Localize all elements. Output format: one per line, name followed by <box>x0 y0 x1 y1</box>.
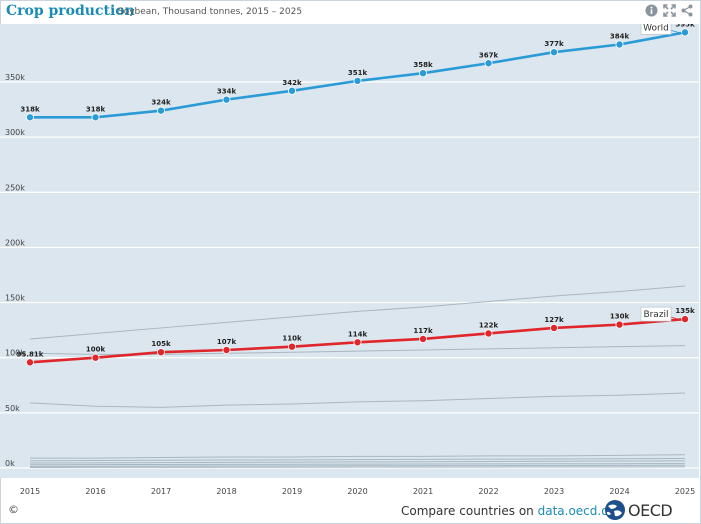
oecd-logo-text: OECD <box>628 500 673 520</box>
x-tick-label: 2022 <box>478 487 498 496</box>
y-tick-label: 0k <box>5 459 15 468</box>
data-label: 114k <box>348 330 368 338</box>
data-label: 95.81k <box>17 350 44 358</box>
x-tick-label: 2016 <box>85 487 105 496</box>
data-point <box>615 40 624 49</box>
data-label: 318k <box>86 105 106 113</box>
y-tick-label: 250k <box>5 183 25 192</box>
data-point <box>156 106 165 115</box>
chart-subtitle: Soybean, Thousand tonnes, 2015 – 2025 <box>118 7 303 17</box>
data-label: 367k <box>479 51 499 59</box>
x-tick-label: 2018 <box>216 487 236 496</box>
series-tag-world: World <box>643 24 669 33</box>
data-point <box>615 320 624 329</box>
data-point <box>484 329 493 338</box>
data-point <box>418 69 427 78</box>
compare-prefix: Compare countries on <box>401 504 538 518</box>
y-tick-label: 150k <box>5 294 25 303</box>
data-label: 105k <box>151 340 171 348</box>
series-tag-leader <box>670 29 683 34</box>
data-point <box>353 338 362 347</box>
data-label: 384k <box>610 33 630 41</box>
copyright-text: © <box>8 503 19 516</box>
x-tick-label: 2020 <box>347 487 367 496</box>
data-label: 324k <box>151 99 171 107</box>
data-label: 318k <box>20 105 40 113</box>
data-point <box>550 323 559 332</box>
info-icon[interactable] <box>645 4 658 17</box>
data-oecd-link[interactable]: data.oecd.org <box>537 504 621 518</box>
x-tick-label: 2017 <box>151 487 171 496</box>
data-point <box>681 315 690 324</box>
y-tick-label: 300k <box>5 128 25 137</box>
x-tick-label: 2021 <box>413 487 433 496</box>
data-label: 110k <box>282 335 302 343</box>
line-chart: 0k 50k 100k 150k 200k 250k 300k 350k 2015 2016 201… <box>0 24 699 496</box>
context-series-line <box>29 463 686 466</box>
data-label: 395k <box>675 24 695 28</box>
x-tick-label: 2025 <box>675 487 695 496</box>
series-tag-box <box>640 24 672 35</box>
header-toolbar <box>645 4 693 17</box>
series-tag-brazil: Brazil <box>643 310 668 320</box>
data-point <box>418 334 427 343</box>
x-tick-label: 2015 <box>20 487 40 496</box>
chart-footer: © Compare countries on data.oecd.org OEC… <box>0 498 701 524</box>
data-label: 334k <box>217 88 237 96</box>
data-point <box>91 113 100 122</box>
data-label: 135k <box>675 307 695 315</box>
data-label: 127k <box>544 316 564 324</box>
series-tag-leader <box>670 316 683 321</box>
data-point <box>353 76 362 85</box>
fullscreen-icon[interactable] <box>663 4 676 17</box>
data-point <box>287 86 296 95</box>
data-label: 117k <box>413 327 433 335</box>
context-series-line <box>29 285 686 340</box>
data-point <box>222 345 231 354</box>
y-tick-label: 350k <box>5 73 25 82</box>
data-label: 100k <box>86 346 106 354</box>
data-point <box>25 113 34 122</box>
x-tick-label: 2019 <box>282 487 302 496</box>
data-point <box>91 353 100 362</box>
data-point <box>222 95 231 104</box>
y-tick-label: 50k <box>5 404 20 413</box>
y-tick-label: 200k <box>5 238 25 247</box>
compare-countries-text: Compare countries on data.oecd.org <box>401 504 621 518</box>
context-series-line <box>29 464 686 467</box>
data-point <box>484 59 493 68</box>
plot-background <box>0 24 699 478</box>
data-point <box>25 358 34 367</box>
data-label: 122k <box>479 321 499 329</box>
data-label: 351k <box>348 69 368 77</box>
series-tag-box <box>640 306 672 322</box>
chart-title: Crop production <box>6 3 135 19</box>
context-series-line <box>29 392 686 408</box>
chart-header: Crop production Soybean, Thousand tonnes… <box>0 0 701 24</box>
data-label: 342k <box>282 79 302 87</box>
y-tick-label: 100k <box>5 349 25 358</box>
data-point <box>287 342 296 351</box>
share-icon[interactable] <box>681 4 693 17</box>
context-series-line <box>29 460 686 464</box>
data-point <box>156 348 165 357</box>
oecd-globe-icon <box>605 500 625 520</box>
x-tick-label: 2023 <box>544 487 564 496</box>
data-label: 130k <box>610 313 630 321</box>
data-point <box>681 28 690 37</box>
data-label: 107k <box>217 338 237 346</box>
context-series-line <box>30 454 686 459</box>
data-point <box>550 48 559 57</box>
x-tick-label: 2024 <box>609 487 629 496</box>
oecd-logo[interactable]: OECD <box>604 499 673 521</box>
context-series-line <box>29 466 686 468</box>
context-series-line <box>29 458 686 462</box>
data-label: 358k <box>413 61 433 69</box>
data-label: 377k <box>544 40 564 48</box>
